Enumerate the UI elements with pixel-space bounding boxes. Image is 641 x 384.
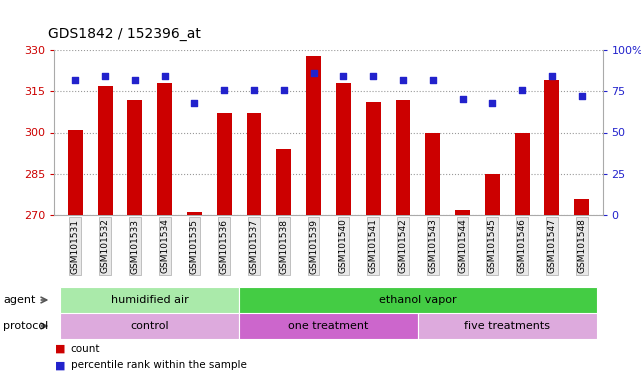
Text: GSM101539: GSM101539	[309, 218, 318, 274]
Text: GSM101548: GSM101548	[577, 218, 586, 273]
Bar	[336, 83, 351, 215]
Point	[279, 86, 289, 93]
Bar	[395, 99, 410, 215]
Point	[219, 86, 229, 93]
Point	[517, 86, 528, 93]
Bar	[187, 212, 202, 215]
Bar	[418, 313, 597, 339]
Text: percentile rank within the sample: percentile rank within the sample	[71, 360, 246, 370]
Bar	[157, 83, 172, 215]
Text: ethanol vapor: ethanol vapor	[379, 295, 456, 305]
Point	[458, 96, 468, 103]
Text: GSM101545: GSM101545	[488, 218, 497, 273]
Bar	[544, 80, 560, 215]
Point	[487, 100, 497, 106]
Bar	[60, 313, 239, 339]
Bar	[515, 132, 529, 215]
Point	[160, 73, 170, 79]
Point	[398, 77, 408, 83]
Text: humidified air: humidified air	[111, 295, 188, 305]
Text: agent: agent	[3, 295, 36, 305]
Text: GSM101534: GSM101534	[160, 218, 169, 273]
Bar	[68, 130, 83, 215]
Text: protocol: protocol	[3, 321, 49, 331]
Bar	[485, 174, 500, 215]
Text: GSM101531: GSM101531	[71, 218, 80, 274]
Text: GSM101538: GSM101538	[279, 218, 288, 274]
Bar	[239, 287, 597, 313]
Bar	[97, 86, 113, 215]
Text: GSM101543: GSM101543	[428, 218, 437, 273]
Text: count: count	[71, 344, 100, 354]
Point	[100, 73, 110, 79]
Text: GSM101533: GSM101533	[130, 218, 139, 274]
Point	[368, 73, 378, 79]
Text: ■: ■	[54, 360, 65, 370]
Point	[576, 93, 587, 99]
Bar	[247, 113, 262, 215]
Text: GSM101542: GSM101542	[399, 218, 408, 273]
Point	[308, 70, 319, 76]
Text: GSM101547: GSM101547	[547, 218, 556, 273]
Bar	[60, 287, 239, 313]
Text: GSM101541: GSM101541	[369, 218, 378, 273]
Point	[428, 77, 438, 83]
Point	[129, 77, 140, 83]
Bar	[239, 313, 418, 339]
Point	[547, 73, 557, 79]
Text: one treatment: one treatment	[288, 321, 369, 331]
Bar	[306, 56, 321, 215]
Text: GSM101544: GSM101544	[458, 218, 467, 273]
Bar	[128, 99, 142, 215]
Text: ■: ■	[54, 344, 65, 354]
Text: GSM101537: GSM101537	[249, 218, 258, 274]
Bar	[276, 149, 291, 215]
Text: control: control	[131, 321, 169, 331]
Point	[338, 73, 349, 79]
Text: GSM101546: GSM101546	[518, 218, 527, 273]
Point	[189, 100, 199, 106]
Bar	[574, 199, 589, 215]
Text: GDS1842 / 152396_at: GDS1842 / 152396_at	[48, 27, 201, 41]
Text: GSM101535: GSM101535	[190, 218, 199, 274]
Text: GSM101532: GSM101532	[101, 218, 110, 273]
Point	[249, 86, 259, 93]
Bar	[366, 102, 381, 215]
Point	[71, 77, 81, 83]
Text: GSM101536: GSM101536	[220, 218, 229, 274]
Bar	[426, 132, 440, 215]
Bar	[455, 210, 470, 215]
Bar	[217, 113, 231, 215]
Text: five treatments: five treatments	[464, 321, 550, 331]
Text: GSM101540: GSM101540	[339, 218, 348, 273]
